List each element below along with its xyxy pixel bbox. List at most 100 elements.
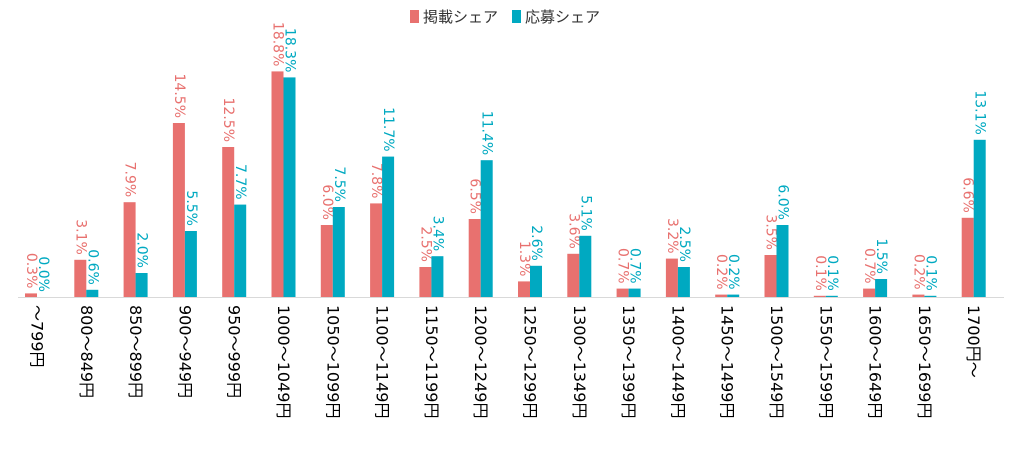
data-label-listing-13: 3.2%: [664, 218, 680, 254]
legend-label-listing-share: 掲載シェア: [423, 8, 499, 26]
data-label-listing-14: 0.2%: [713, 254, 729, 290]
bar-application-18: [924, 295, 937, 297]
legend-swatch-listing-share: [410, 10, 419, 23]
bar-application-5: [283, 77, 296, 298]
data-label-application-12: 0.7%: [627, 248, 643, 284]
data-label-listing-7: 7.8%: [368, 163, 384, 199]
category-label-1: 800～849円: [77, 305, 96, 398]
data-label-application-5: 18.3%: [282, 28, 298, 72]
data-label-application-10: 2.6%: [528, 225, 544, 261]
bar-application-3: [184, 231, 197, 297]
data-label-listing-0: 0.3%: [23, 253, 39, 289]
category-label-4: 950～999円: [225, 305, 244, 398]
data-label-listing-4: 12.5%: [220, 98, 236, 142]
bar-application-17: [875, 279, 888, 297]
category-label-16: 1550～1599円: [816, 305, 835, 418]
data-label-application-19: 13.1%: [972, 90, 988, 134]
legend-label-application-share: 応募シェア: [525, 8, 601, 26]
bar-listing-12: [616, 288, 629, 297]
bar-listing-10: [518, 281, 530, 297]
category-label-17: 1600～1649円: [866, 305, 885, 418]
data-label-application-16: 0.1%: [824, 255, 840, 291]
bar-application-6: [332, 207, 345, 297]
bar-application-9: [480, 160, 493, 297]
bar-listing-0: [25, 293, 37, 297]
bar-listing-6: [320, 225, 333, 297]
data-label-listing-16: 0.1%: [812, 255, 828, 291]
data-label-application-11: 5.1%: [577, 195, 593, 231]
bar-application-12: [628, 288, 641, 297]
bar-listing-9: [468, 219, 481, 297]
bar-application-10: [530, 265, 542, 297]
data-label-application-3: 5.5%: [183, 190, 199, 226]
category-label-6: 1050～1099円: [323, 305, 342, 418]
bar-listing-13: [665, 258, 678, 297]
legend-swatch-application-share: [512, 10, 522, 23]
legend-item-listing-share: 掲載シェア: [410, 6, 498, 27]
data-label-listing-2: 7.9%: [122, 162, 138, 198]
bar-listing-3: [172, 123, 185, 297]
category-label-19: 1700円～: [964, 305, 983, 378]
data-label-application-0: 0.0%: [35, 256, 51, 292]
bar-application-14: [727, 294, 740, 297]
data-label-application-9: 11.4%: [479, 111, 495, 155]
data-label-listing-15: 3.5%: [763, 214, 779, 250]
bar-listing-4: [222, 147, 235, 297]
category-label-13: 1400～1449円: [668, 305, 687, 418]
data-label-listing-12: 0.7%: [615, 248, 631, 284]
bar-application-7: [382, 156, 395, 297]
category-label-9: 1200～1249円: [471, 305, 490, 418]
data-label-application-7: 11.7%: [380, 107, 396, 151]
data-label-application-14: 0.2%: [725, 254, 741, 290]
data-label-application-15: 6.0%: [775, 184, 791, 220]
data-label-listing-8: 2.5%: [417, 226, 433, 262]
data-label-listing-3: 14.5%: [171, 74, 187, 118]
category-label-5: 1000～1049円: [274, 305, 293, 418]
category-label-14: 1450～1499円: [718, 305, 737, 418]
data-label-application-1: 0.6%: [84, 249, 100, 285]
bar-application-4: [234, 204, 247, 297]
category-label-7: 1100～1149円: [373, 305, 392, 418]
bar-application-13: [677, 267, 690, 297]
data-label-application-17: 1.5%: [873, 238, 889, 274]
bar-listing-16: [813, 295, 826, 297]
bar-application-16: [825, 295, 838, 297]
data-label-application-6: 7.5%: [331, 166, 347, 202]
data-label-application-4: 7.7%: [232, 164, 248, 200]
bar-application-19: [973, 139, 986, 297]
category-label-15: 1500～1549円: [767, 305, 786, 418]
bar-listing-17: [863, 288, 876, 297]
category-label-18: 1650～1699円: [915, 305, 934, 418]
bar-listing-14: [715, 294, 728, 297]
bar-listing-19: [961, 217, 974, 297]
data-label-listing-6: 6.0%: [319, 184, 335, 220]
category-label-8: 1150～1199円: [422, 305, 441, 418]
bar-application-11: [579, 235, 592, 297]
bar-listing-7: [370, 203, 383, 297]
data-label-listing-19: 6.6%: [960, 177, 976, 213]
bar-application-15: [776, 225, 789, 297]
data-label-listing-17: 0.7%: [861, 248, 877, 284]
bar-listing-15: [764, 255, 777, 297]
bar-application-2: [135, 273, 148, 297]
bar-listing-18: [912, 294, 925, 297]
data-label-application-2: 2.0%: [134, 232, 150, 268]
data-label-application-18: 0.1%: [922, 255, 938, 291]
category-label-11: 1300～1349円: [570, 305, 589, 418]
bar-listing-1: [74, 259, 87, 297]
bar-listing-11: [567, 253, 580, 297]
bar-listing-8: [419, 267, 432, 297]
data-label-listing-18: 0.2%: [910, 254, 926, 290]
data-label-listing-10: 1.3%: [516, 241, 532, 277]
data-label-application-13: 2.5%: [676, 226, 692, 262]
legend-item-application-share: 応募シェア: [512, 6, 600, 27]
category-label-10: 1250～1299円: [521, 305, 540, 418]
category-label-3: 900～949円: [175, 305, 194, 398]
category-label-12: 1350～1399円: [619, 305, 638, 418]
data-label-listing-1: 3.1%: [72, 219, 88, 255]
data-label-listing-9: 6.5%: [467, 178, 483, 214]
data-label-listing-11: 3.6%: [565, 213, 581, 249]
chart-legend: 掲載シェア 応募シェア: [410, 6, 600, 27]
bar-application-1: [86, 289, 99, 297]
